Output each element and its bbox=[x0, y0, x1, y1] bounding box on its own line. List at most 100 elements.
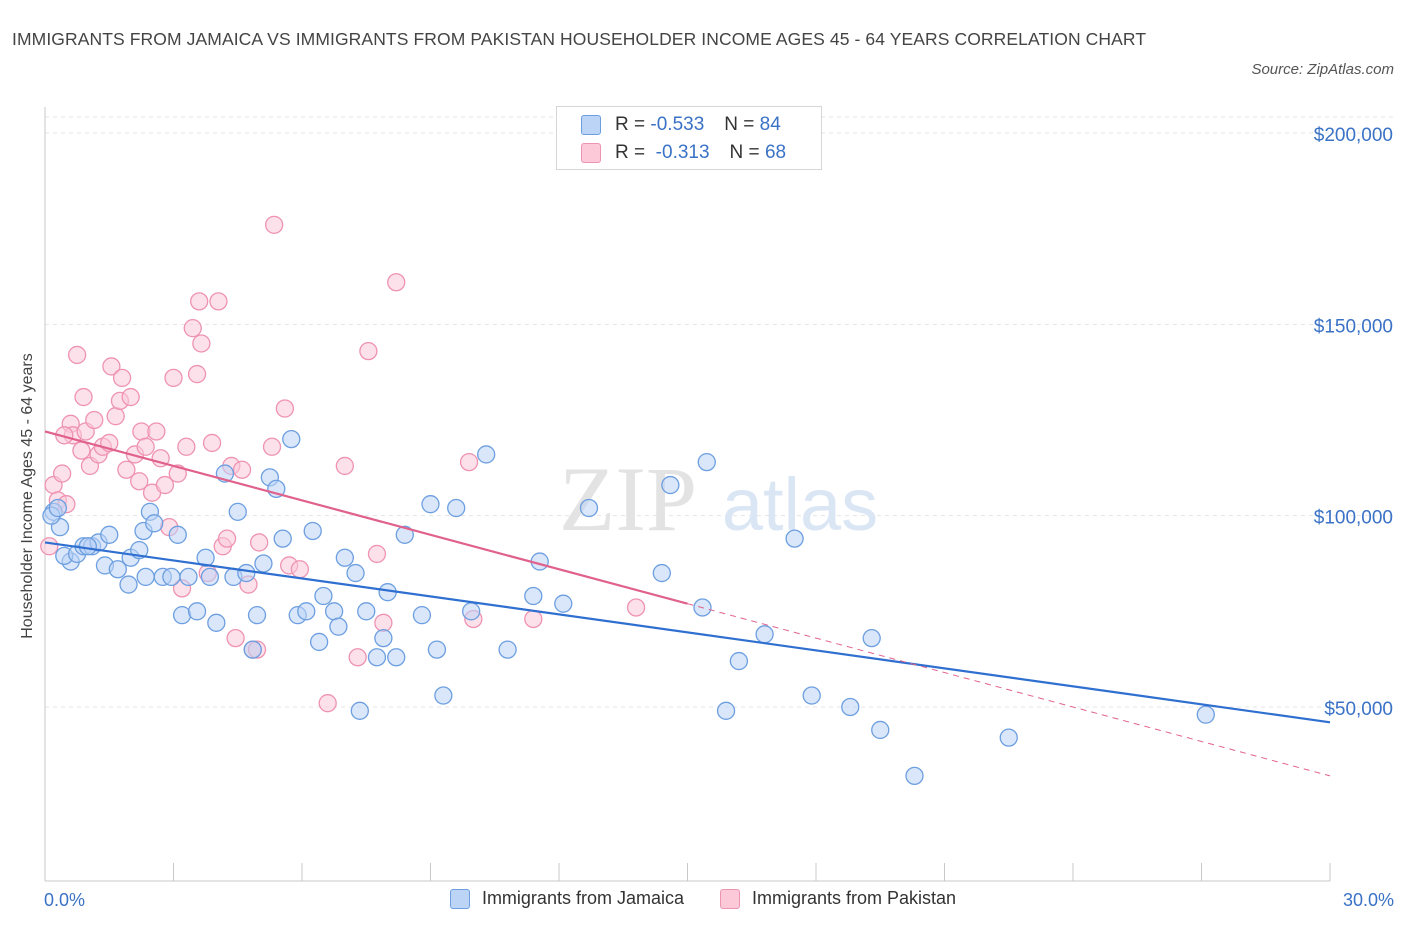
y-tick-labels: $50,000 $100,000 $150,000 $200,000 bbox=[1314, 125, 1393, 720]
pakistan-point bbox=[136, 437, 155, 456]
jamaica-point bbox=[145, 514, 164, 533]
jamaica-point bbox=[785, 529, 804, 548]
pakistan-point bbox=[106, 407, 125, 426]
jamaica-point bbox=[367, 648, 387, 667]
jamaica-point bbox=[905, 766, 924, 786]
y-tick-label: $100,000 bbox=[1314, 508, 1393, 529]
pakistan-point bbox=[147, 422, 166, 441]
correlation-legend: R = -0.533 N = 84 R = -0.313 N = 68 bbox=[556, 106, 822, 170]
jamaica-point bbox=[303, 521, 322, 541]
pakistan-point bbox=[374, 613, 393, 632]
pakistan-point bbox=[217, 529, 237, 548]
series-label-pakistan: Immigrants from Pakistan bbox=[751, 888, 957, 908]
legend-row-pakistan: R = -0.313 N = 68 bbox=[581, 141, 786, 165]
pakistan-point bbox=[130, 472, 149, 491]
jamaica-point bbox=[434, 686, 453, 705]
jamaica-point bbox=[477, 445, 496, 464]
pakistan-point bbox=[117, 460, 136, 479]
jamaica-point bbox=[350, 701, 369, 720]
jamaica-point bbox=[324, 602, 344, 621]
pakistan-point bbox=[85, 410, 104, 430]
jamaica-point bbox=[447, 498, 466, 518]
jamaica-point bbox=[871, 720, 890, 740]
pakistan-point bbox=[202, 433, 222, 453]
series-legend-jamaica: Immigrants from Jamaica bbox=[449, 888, 684, 909]
pakistan-point bbox=[52, 464, 72, 483]
pakistan-point bbox=[164, 368, 183, 388]
jamaica-point bbox=[729, 651, 749, 671]
legend-r-label: R = bbox=[615, 114, 646, 135]
legend-swatch-pakistan bbox=[581, 143, 601, 163]
pakistan-point bbox=[177, 437, 196, 456]
grid-lines bbox=[45, 116, 1395, 708]
jamaica-point bbox=[697, 452, 716, 472]
jamaica-point bbox=[716, 701, 736, 720]
jamaica-points bbox=[42, 429, 1215, 786]
pakistan-point bbox=[459, 452, 479, 472]
jamaica-point bbox=[554, 594, 573, 613]
y-tick-label: $150,000 bbox=[1314, 316, 1393, 337]
pakistan-point bbox=[155, 475, 175, 495]
legend-r-value-pakistan: -0.313 bbox=[655, 142, 710, 163]
pakistan-point bbox=[318, 694, 337, 713]
jamaica-point bbox=[273, 529, 292, 548]
y-tick-label: $200,000 bbox=[1314, 125, 1393, 146]
pakistan-point bbox=[209, 292, 228, 311]
pakistan-point bbox=[359, 341, 378, 361]
jamaica-point bbox=[524, 586, 543, 606]
jamaica-trend-line bbox=[44, 541, 1331, 724]
pakistan-point bbox=[121, 387, 140, 407]
jamaica-point bbox=[297, 602, 316, 621]
jamaica-point bbox=[162, 567, 181, 587]
jamaica-point bbox=[78, 537, 97, 556]
pakistan-point bbox=[275, 399, 295, 418]
jamaica-point bbox=[862, 628, 881, 648]
pakistan-point bbox=[183, 319, 202, 338]
jamaica-point bbox=[652, 563, 671, 583]
jamaica-point bbox=[579, 498, 599, 518]
pakistan-point bbox=[74, 387, 93, 407]
legend-swatch-jamaica bbox=[581, 115, 601, 135]
jamaica-point bbox=[172, 606, 192, 625]
jamaica-point bbox=[498, 640, 517, 659]
jamaica-point bbox=[374, 628, 393, 648]
series-legend: Immigrants from Jamaica Immigrants from … bbox=[0, 888, 1406, 909]
jamaica-point bbox=[462, 602, 481, 621]
pakistan-point bbox=[112, 368, 132, 388]
axes bbox=[44, 107, 1331, 882]
pakistan-point bbox=[387, 273, 406, 292]
jamaica-point bbox=[187, 602, 207, 621]
jamaica-point bbox=[196, 548, 215, 567]
series-swatch-pakistan bbox=[719, 888, 740, 909]
jamaica-point bbox=[357, 602, 376, 621]
jamaica-point bbox=[661, 475, 680, 495]
legend-row-jamaica: R = -0.533 N = 84 bbox=[581, 113, 781, 137]
pakistan-point bbox=[265, 215, 284, 234]
pakistan-point bbox=[40, 537, 59, 556]
series-swatch-jamaica bbox=[449, 888, 470, 909]
jamaica-point bbox=[228, 502, 247, 521]
jamaica-point bbox=[207, 613, 226, 632]
pakistan-point bbox=[72, 441, 91, 460]
pakistan-point bbox=[232, 460, 252, 479]
jamaica-point bbox=[247, 606, 267, 625]
pakistan-point bbox=[524, 609, 543, 629]
jamaica-point bbox=[395, 525, 414, 544]
series-legend-pakistan: Immigrants from Pakistan bbox=[719, 888, 957, 909]
legend-r-label: R = bbox=[615, 142, 646, 163]
jamaica-point bbox=[168, 525, 187, 544]
jamaica-point bbox=[108, 560, 127, 579]
jamaica-point bbox=[136, 567, 155, 587]
pakistan-points bbox=[40, 215, 646, 713]
pakistan-point bbox=[250, 533, 269, 552]
pakistan-point bbox=[102, 357, 121, 376]
x-tick-label-max: 30.0% bbox=[1342, 890, 1394, 910]
jamaica-point bbox=[179, 567, 198, 587]
pakistan-point bbox=[67, 345, 87, 365]
jamaica-point bbox=[237, 563, 256, 583]
jamaica-point bbox=[48, 498, 67, 518]
y-tick-label: $50,000 bbox=[1324, 699, 1393, 720]
watermark: ZIP atlas bbox=[559, 448, 878, 550]
jamaica-point bbox=[427, 640, 447, 659]
